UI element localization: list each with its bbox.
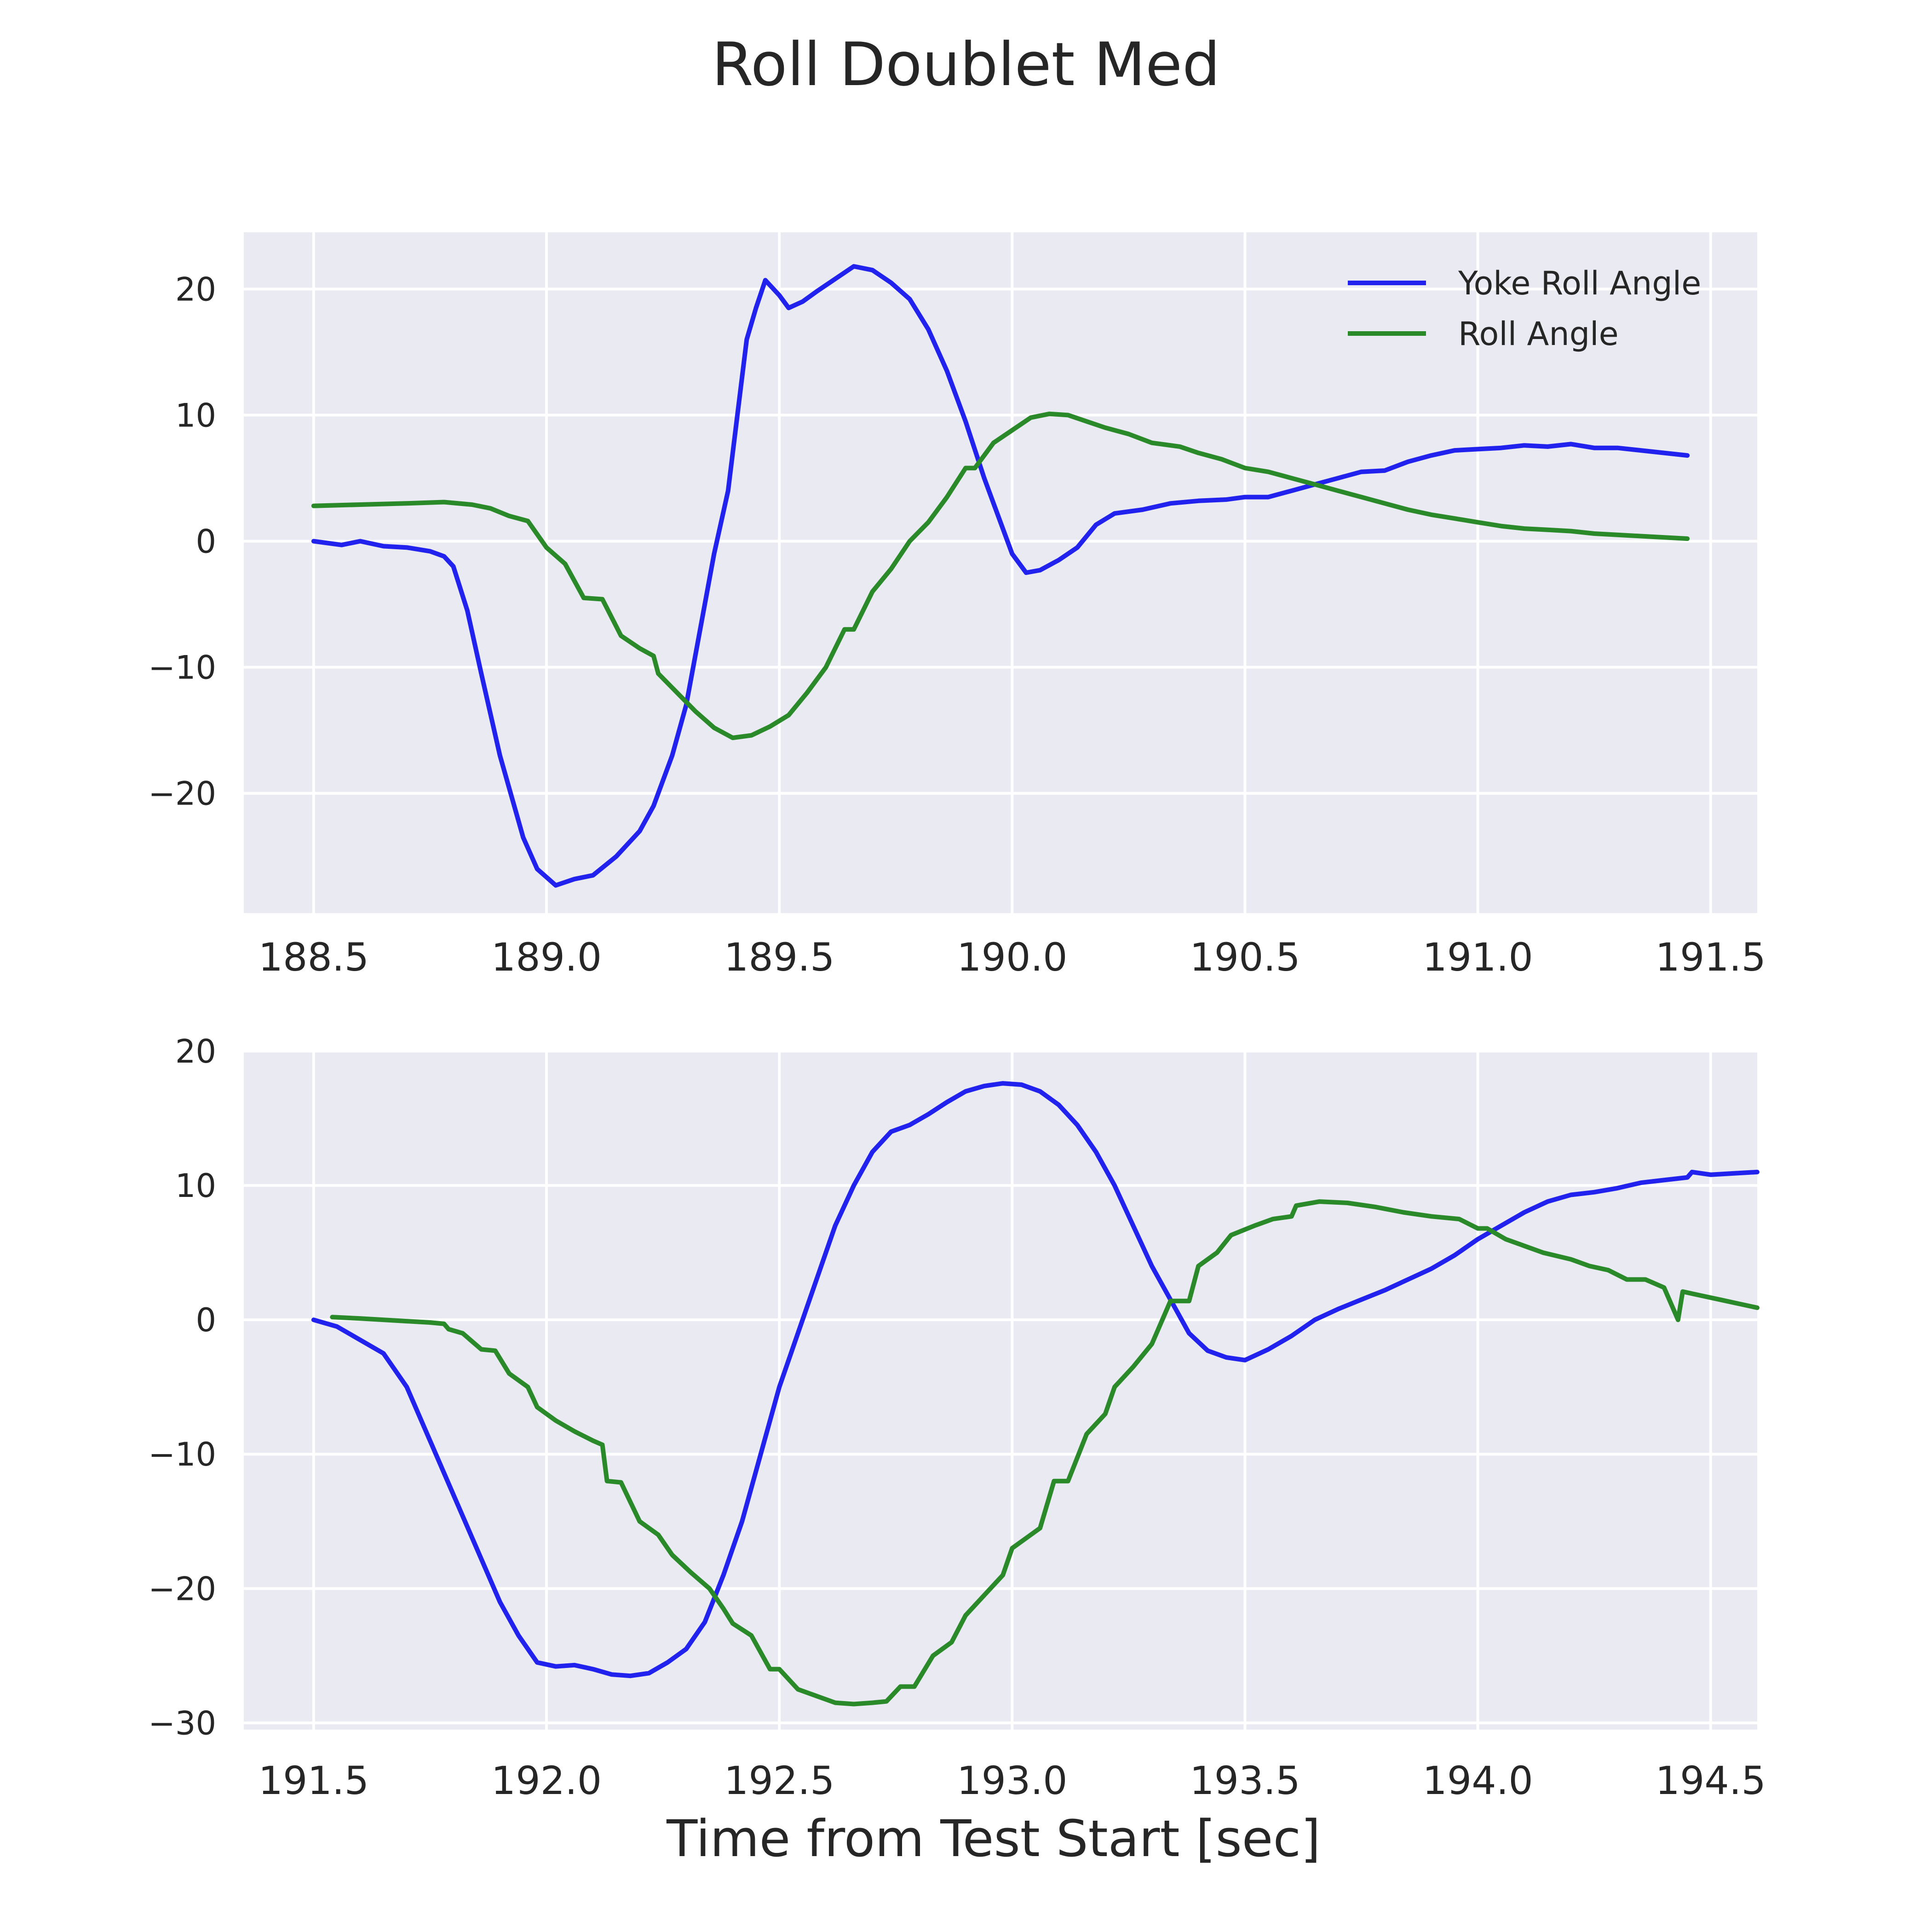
x-tick-label: 193.5 (1190, 1758, 1300, 1803)
y-tick-label: −30 (148, 1704, 216, 1742)
series-line-roll-angle (330, 1199, 1760, 1707)
x-tick-label: 193.0 (957, 1758, 1067, 1803)
plot-area (244, 1051, 1757, 1730)
x-tick-label: 190.0 (957, 935, 1067, 980)
y-tick-label: 10 (175, 1167, 216, 1205)
x-tick-label: 192.5 (724, 1758, 834, 1803)
y-tick-label: −10 (148, 1436, 216, 1473)
y-tick-label: 0 (196, 523, 216, 560)
x-axis-label: Time from Test Start [sec] (666, 1809, 1321, 1868)
x-tick-label: 188.5 (259, 935, 369, 980)
plot-area (244, 232, 1757, 913)
x-tick-label: 192.0 (491, 1758, 602, 1803)
legend-label: Roll Angle (1458, 315, 1619, 353)
x-tick-label: 191.0 (1422, 935, 1533, 980)
y-tick-label: −20 (148, 775, 216, 813)
y-tick-label: 0 (196, 1301, 216, 1339)
y-tick-label: −10 (148, 649, 216, 687)
x-tick-label: 194.5 (1656, 1758, 1766, 1803)
series-line-yoke-roll-angle (311, 1081, 1760, 1679)
y-tick-label: 10 (175, 397, 216, 434)
legend-label: Yoke Roll Angle (1458, 264, 1701, 302)
x-tick-label: 191.5 (259, 1758, 369, 1803)
x-tick-label: 191.5 (1656, 935, 1766, 980)
legend: Yoke Roll Angle Roll Angle (1348, 264, 1701, 353)
y-tick-label: 20 (175, 1033, 216, 1070)
y-tick-label: −20 (148, 1570, 216, 1608)
y-tick-label: 20 (175, 270, 216, 308)
top-panel: 188.5 189.0 189.5 190.0 190.5 191.0 191.5 −20 −1… (148, 232, 1766, 980)
x-tick-label: 189.5 (724, 935, 834, 980)
x-tick-label: 190.5 (1190, 935, 1300, 980)
series-line-yoke-roll-angle (311, 264, 1690, 888)
bottom-panel: 191.5 192.0 192.5 193.0 193.5 194.0 194.5 −30 −2… (148, 1033, 1766, 1803)
figure-title: Roll Doublet Med (712, 29, 1220, 99)
series-line-roll-angle (311, 411, 1690, 740)
x-tick-label: 194.0 (1422, 1758, 1533, 1803)
x-tick-label: 189.0 (491, 935, 602, 980)
